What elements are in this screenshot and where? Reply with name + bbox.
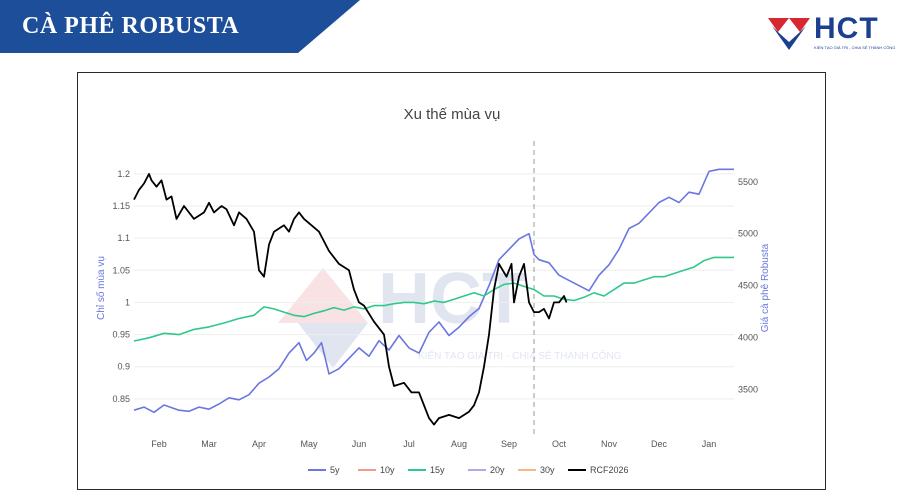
y-left-tick-label: 1.05	[112, 265, 130, 275]
logo-tagline: KIẾN TẠO GIÁ TRỊ - CHIA SẺ THÀNH CÔNG	[814, 45, 896, 50]
y-right-tick-label: 3500	[738, 384, 758, 394]
y-right-tick-label: 5500	[738, 177, 758, 187]
legend-label: RCF2026	[590, 465, 629, 475]
series-line-5y	[133, 168, 734, 414]
x-tick-label: Apr	[252, 439, 266, 449]
watermark: HCT KIẾN TẠO GIÁ TRỊ - CHIA SẺ THÀNH CÔN…	[278, 259, 622, 368]
company-logo: HCT KIẾN TẠO GIÁ TRỊ - CHIA SẺ THÀNH CÔN…	[766, 10, 896, 54]
series-line-15y	[133, 256, 734, 342]
y-left-tick-label: 1.15	[112, 201, 130, 211]
y-right-tick-label: 4000	[738, 333, 758, 343]
x-tick-label: Aug	[451, 439, 467, 449]
x-tick-label: Jun	[352, 439, 367, 449]
watermark-text: HCT	[378, 259, 526, 339]
y-axis-right-label: Giá cà phê Robusta	[760, 243, 771, 332]
chart-panel: Xu thế mùa vụ HCT KIẾN TẠO GIÁ TRỊ - CHI…	[77, 72, 826, 490]
seasonality-chart: Xu thế mùa vụ HCT KIẾN TẠO GIÁ TRỊ - CHI…	[95, 106, 771, 475]
page-title: CÀ PHÊ ROBUSTA	[22, 13, 240, 39]
y-left-tick-label: 1.2	[117, 169, 130, 179]
chart-title: Xu thế mùa vụ	[404, 106, 501, 123]
y-left-tick-label: 1	[125, 297, 130, 307]
legend-label: 20y	[490, 465, 505, 475]
logo-mark-icon	[768, 18, 810, 50]
y-right-tick-label: 4500	[738, 281, 758, 291]
legend-label: 5y	[330, 465, 340, 475]
series-line-rcf2026	[133, 173, 568, 426]
y-axis-left-label: Chỉ số mùa vụ	[95, 256, 107, 320]
y-left-tick-label: 0.85	[112, 394, 130, 404]
y-left-tick-label: 0.9	[117, 362, 130, 372]
x-tick-label: May	[300, 439, 318, 449]
x-tick-label: Dec	[651, 439, 668, 449]
x-tick-label: Feb	[151, 439, 167, 449]
x-tick-label: Jan	[702, 439, 717, 449]
legend-label: 10y	[380, 465, 395, 475]
x-tick-label: Sep	[501, 439, 517, 449]
logo-text: HCT	[814, 12, 879, 45]
watermark-tagline: KIẾN TẠO GIÁ TRỊ - CHIA SẺ THÀNH CÔNG	[418, 349, 622, 362]
legend-label: 30y	[540, 465, 555, 475]
y-left-tick-label: 0.95	[112, 330, 130, 340]
y-right-tick-label: 5000	[738, 229, 758, 239]
x-tick-label: Nov	[601, 439, 618, 449]
x-tick-label: Jul	[403, 439, 415, 449]
y-left-tick-label: 1.1	[117, 233, 130, 243]
x-tick-label: Oct	[552, 439, 567, 449]
legend-label: 15y	[430, 465, 445, 475]
header-banner	[0, 0, 360, 53]
x-tick-label: Mar	[201, 439, 217, 449]
